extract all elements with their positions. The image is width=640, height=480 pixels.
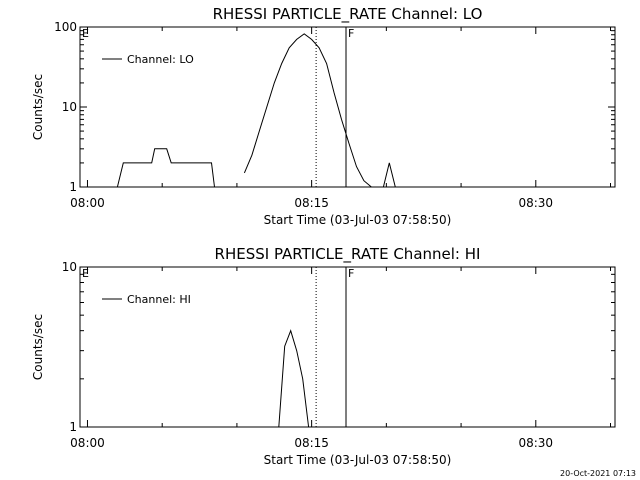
y-tick-label: 10 — [62, 260, 77, 274]
timestamp: 20-Oct-2021 07:13 — [560, 469, 636, 478]
x-axis-label: Start Time (03-Jul-03 07:58:50) — [264, 453, 452, 467]
series-line — [278, 329, 310, 428]
x-tick-label: 08:00 — [70, 196, 105, 210]
plot-frame — [79, 266, 616, 428]
x-tick-label: 08:15 — [294, 436, 329, 450]
x-tick-label: 08:00 — [70, 436, 105, 450]
x-tick-label: 08:15 — [294, 196, 329, 210]
event-flag: F — [348, 267, 354, 280]
series-line — [105, 148, 215, 188]
y-tick-label: 10 — [62, 100, 77, 114]
panel-lo: RHESSI PARTICLE_RATE Channel: LO Start T… — [31, 5, 616, 227]
left-flag: E — [82, 27, 89, 40]
x-tick-label: 08:30 — [518, 196, 553, 210]
y-tick-label: 1 — [69, 180, 77, 194]
y-tick-label: 100 — [54, 20, 77, 34]
legend-label: Channel: LO — [127, 53, 194, 66]
y-axis-label: Counts/sec — [31, 314, 45, 380]
series-line — [243, 33, 372, 188]
chart-title: RHESSI PARTICLE_RATE Channel: HI — [215, 245, 481, 264]
panel-hi: RHESSI PARTICLE_RATE Channel: HI Start T… — [31, 245, 616, 467]
left-flag: E — [82, 267, 89, 280]
x-axis-label: Start Time (03-Jul-03 07:58:50) — [264, 213, 452, 227]
event-flag: F — [348, 27, 354, 40]
chart-title: RHESSI PARTICLE_RATE Channel: LO — [213, 5, 483, 24]
y-tick-label: 1 — [69, 420, 77, 434]
x-tick-label: 08:30 — [518, 436, 553, 450]
y-axis-label: Counts/sec — [31, 74, 45, 140]
legend-label: Channel: HI — [127, 293, 191, 306]
series-line — [382, 162, 396, 188]
